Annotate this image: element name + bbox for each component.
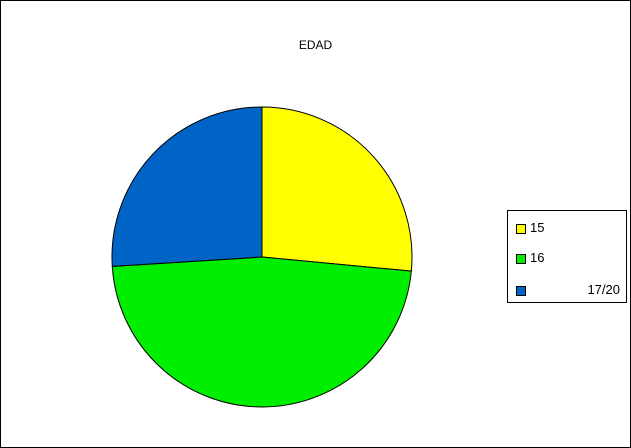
legend-swatch-17-20 [516,286,526,296]
legend-item-17-20: 17/20 [516,282,620,298]
legend-label-17-20: 17/20 [587,282,620,297]
legend-item-16: 16 [516,250,620,266]
pie-slices [111,106,413,408]
legend-item-15: 15 [516,220,620,236]
legend-label-15: 15 [530,220,545,235]
legend-swatch-16 [516,254,526,264]
pie-slice-16 [111,256,412,408]
pie-slice-17-20 [111,106,263,267]
pie-slice-15 [261,106,413,272]
legend: 15 16 17/20 [507,210,627,303]
legend-label-16: 16 [530,250,545,265]
chart-title: EDAD [298,38,333,52]
legend-swatch-15 [516,224,526,234]
